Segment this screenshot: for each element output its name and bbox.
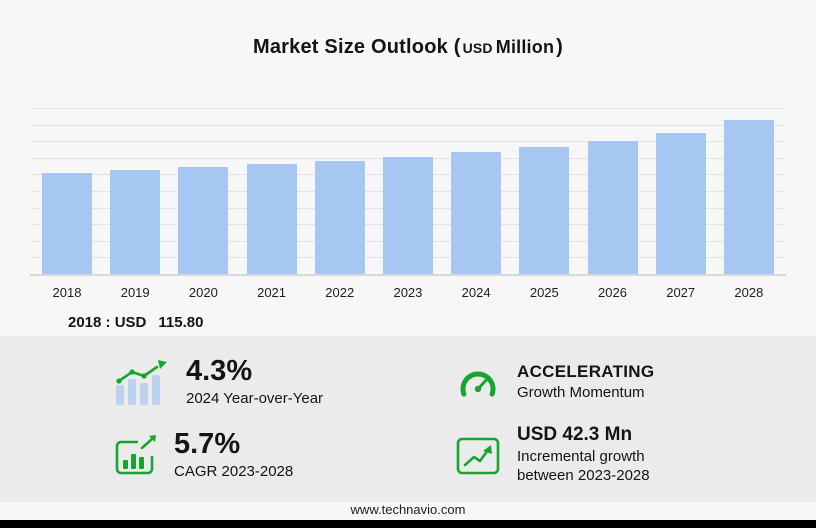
growth-line-icon (456, 437, 500, 474)
stat-label-cagr: CAGR 2023-2028 (174, 462, 294, 480)
bar-2022 (314, 160, 365, 274)
x-label-2020: 2020 (188, 285, 218, 300)
base-year-label: 2018 : USD (68, 314, 147, 331)
x-label-2027: 2027 (666, 285, 696, 300)
footer-url: www.technavio.com (350, 502, 466, 517)
base-year-note: 2018 : USD 115.80 (68, 314, 203, 331)
title-paren-close: ) (556, 36, 564, 58)
stat-value-yoy: 4.3% (186, 355, 253, 388)
stat-cagr: 5.7% CAGR 2023-2028 (112, 419, 443, 492)
stat-label-yoy: 2024 Year-over-Year (186, 389, 324, 407)
stat-incremental: USD 42.3 Mn Incremental growth between 2… (455, 419, 786, 492)
x-axis: 2018 2019 2020 2021 2022 2023 2024 2025 2026 2027… (42, 285, 774, 300)
stats-panel: 4.3% 2024 Year-over-Year ACCELERATING Gr… (0, 336, 816, 502)
bar-2018 (42, 172, 92, 274)
x-label-2028: 2028 (734, 285, 764, 300)
stat-label-momentum: Growth Momentum (517, 383, 645, 401)
x-label-2023: 2023 (393, 285, 423, 300)
cagr-chart-icon (115, 434, 156, 474)
title-unit: Million (495, 37, 555, 57)
bar-2028 (723, 120, 774, 274)
stat-label-incremental: Incremental growth between 2023-2028 (517, 448, 650, 484)
stat-value-incremental: USD 42.3 Mn (517, 424, 633, 446)
x-label-2024: 2024 (461, 285, 491, 300)
x-label-2025: 2025 (529, 285, 559, 300)
x-label-2026: 2026 (598, 285, 627, 300)
stat-momentum: ACCELERATING Growth Momentum (455, 346, 786, 419)
title-paren-open: ( (453, 36, 461, 58)
gridline (30, 124, 786, 126)
gridline (30, 141, 786, 143)
bar-chart: 2018 2019 2020 2021 2022 2023 2024 2025 2026 2027… (30, 108, 786, 300)
gridline (30, 108, 786, 109)
stat-yoy: 4.3% 2024 Year-over-Year (112, 346, 443, 419)
page-title: Market Size Outlook (USD Million) (0, 36, 816, 59)
x-label-2018: 2018 (52, 285, 82, 300)
title-text: Market Size Outlook (252, 36, 448, 58)
bottom-bar (0, 520, 816, 528)
yoy-bars-icon (116, 359, 167, 405)
bar-2019 (110, 169, 161, 274)
x-label-2019: 2019 (120, 285, 150, 300)
x-label-2022: 2022 (325, 285, 355, 300)
speedometer-icon (460, 370, 496, 397)
bar-2025 (519, 146, 570, 274)
base-year-value: 115.80 (158, 314, 204, 331)
title-currency: USD (462, 40, 493, 56)
bar-2026 (587, 140, 638, 274)
bar-2020 (178, 166, 229, 274)
bar-2021 (246, 163, 297, 274)
bar-2023 (382, 157, 433, 274)
stat-value-cagr: 5.7% (174, 428, 241, 461)
bars (42, 108, 774, 274)
x-label-2021: 2021 (257, 285, 287, 300)
plot-area (30, 108, 786, 276)
stat-value-momentum: ACCELERATING (517, 361, 655, 381)
bar-2027 (655, 132, 706, 274)
bar-2024 (451, 152, 502, 274)
